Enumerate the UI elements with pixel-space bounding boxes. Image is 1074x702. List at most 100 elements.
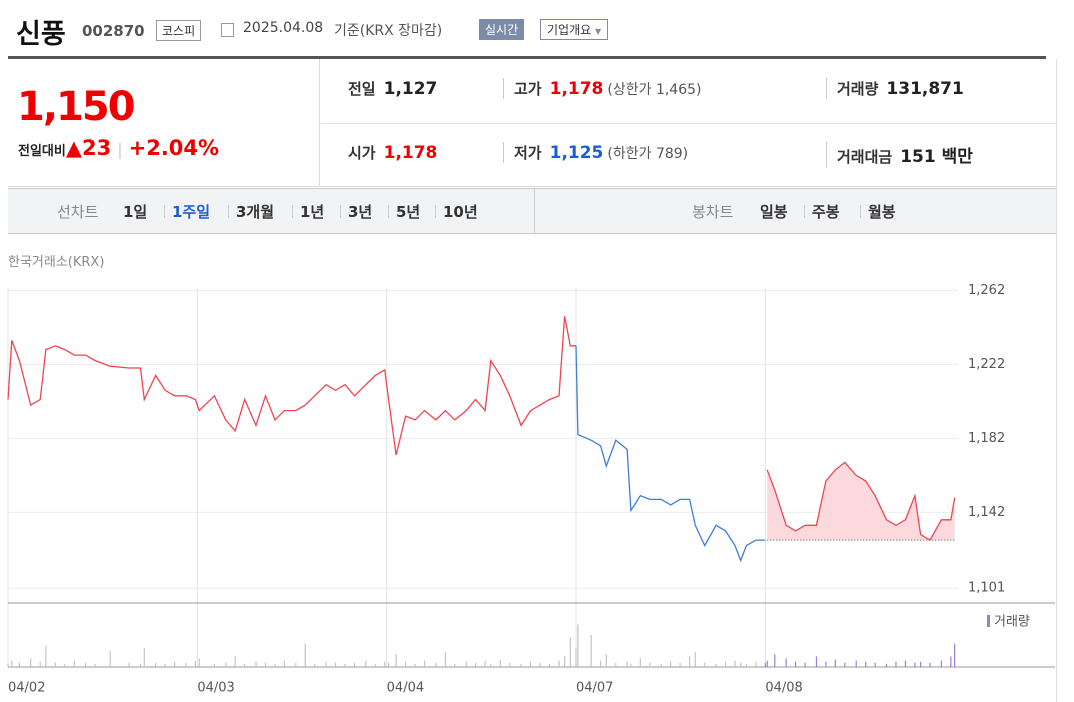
volume-bar — [94, 663, 96, 667]
volume-bar — [626, 661, 628, 667]
quote-note: (상한가 1,465) — [607, 82, 702, 98]
volume-bar — [73, 660, 75, 667]
quote-label: 전일 — [348, 80, 376, 98]
volume-bar — [444, 652, 446, 667]
change-info: 전일대비▲23 | +2.04% — [18, 136, 220, 160]
quote-label: 거래량 — [837, 80, 879, 98]
area-fill — [767, 462, 955, 541]
realtime-button[interactable]: 실시간 — [479, 19, 525, 40]
volume-bar — [764, 662, 766, 667]
volume-bar — [264, 662, 267, 667]
volume-bar — [649, 662, 651, 667]
tab-group-label: 선차트 — [57, 203, 99, 221]
tab[interactable]: 일봉 — [760, 203, 788, 221]
tab-group-label: 봉차트 — [692, 203, 734, 221]
volume-bar — [865, 661, 867, 667]
tab[interactable]: 1주일 — [172, 203, 211, 221]
volume-bar — [128, 662, 130, 667]
stock-code: 002870 — [82, 22, 145, 40]
tab[interactable]: 주봉 — [812, 203, 840, 221]
volume-bar — [435, 662, 437, 667]
volume-bar — [174, 661, 176, 667]
overview-label: 기업개요 — [547, 23, 592, 37]
volume-bar — [45, 645, 47, 667]
quote-label: 저가 — [514, 144, 542, 162]
y-tick-label: 1,262 — [968, 283, 1005, 298]
quote-cell: 시가 1,178 — [348, 142, 437, 163]
volume-bar — [919, 661, 922, 667]
volume-bar — [630, 663, 632, 667]
tab[interactable]: 5년 — [396, 203, 421, 221]
quote-value: 1,178 — [383, 143, 438, 163]
volume-bar — [694, 652, 696, 667]
volume-bar — [660, 663, 662, 667]
change-arrow: ▲ — [65, 136, 82, 160]
volume-bar — [185, 662, 187, 667]
quote-cell: 거래대금 151 백만 — [826, 142, 973, 167]
quote-cell: 저가 1,125 (하한가 789) — [503, 142, 688, 163]
volume-bar — [139, 663, 142, 667]
volume-bar — [724, 661, 727, 667]
divider — [8, 56, 1046, 59]
x-tick-label: 04/08 — [765, 681, 802, 696]
volume-bar — [54, 662, 56, 667]
volume-bar — [569, 637, 571, 667]
overview-dropdown[interactable]: 기업개요 ▼ — [540, 19, 609, 40]
volume-bar — [755, 661, 757, 667]
volume-bar — [414, 663, 416, 667]
volume-bar — [734, 660, 736, 667]
tab[interactable]: 10년 — [443, 203, 478, 221]
tab[interactable]: 1일 — [123, 203, 148, 221]
divider — [1056, 59, 1057, 702]
tab[interactable]: 3개월 — [236, 203, 275, 221]
tab[interactable]: 1년 — [300, 203, 325, 221]
quote-cell: 전일 1,127 — [348, 78, 437, 99]
volume-bar — [704, 662, 706, 667]
tab[interactable]: 월봉 — [868, 203, 896, 221]
volume-bar — [509, 662, 511, 667]
volume-bar — [520, 663, 522, 667]
change-rate: +2.04% — [128, 136, 220, 160]
volume-bar — [954, 643, 956, 667]
y-tick-label: 1,101 — [968, 581, 1005, 596]
quote-label: 고가 — [514, 80, 542, 98]
volume-bar — [575, 647, 577, 667]
volume-bar — [213, 663, 215, 667]
quote-label: 거래대금 — [837, 148, 893, 166]
tab-separator — [228, 205, 229, 218]
quote-value: 151 백만 — [900, 147, 973, 167]
quote-value: 1,178 — [549, 79, 604, 99]
price-line — [7, 316, 576, 456]
volume-bar — [929, 662, 931, 667]
legend-label: 거래량 — [994, 615, 1030, 630]
legend-swatch — [987, 615, 990, 627]
volume-bar — [639, 658, 641, 667]
quote-label: 시가 — [348, 144, 376, 162]
volume-bar — [334, 662, 337, 667]
volume-bar — [465, 661, 467, 667]
quote-note: (하한가 789) — [607, 146, 689, 162]
volume-bar — [423, 660, 426, 667]
tab[interactable]: 3년 — [348, 203, 373, 221]
volume-bar — [490, 663, 492, 667]
volume-bar — [344, 663, 346, 667]
tab-separator — [860, 205, 861, 218]
volume-bar — [688, 656, 691, 667]
volume-bar — [855, 660, 857, 667]
tab-separator — [435, 205, 436, 218]
volume-bar — [387, 662, 390, 667]
volume-bar — [825, 661, 827, 667]
current-price: 1,150 — [17, 84, 136, 130]
volume-bar — [39, 661, 41, 667]
volume-bar — [679, 662, 681, 667]
volume-bar — [539, 662, 541, 667]
volume-bar — [529, 661, 532, 667]
volume-bar — [940, 660, 943, 667]
tab-separator — [292, 205, 293, 218]
volume-bar — [904, 660, 907, 667]
y-tick-label: 1,222 — [968, 357, 1005, 372]
price-line — [766, 461, 956, 541]
volume-bar — [198, 658, 200, 667]
volume-bar — [895, 661, 897, 667]
